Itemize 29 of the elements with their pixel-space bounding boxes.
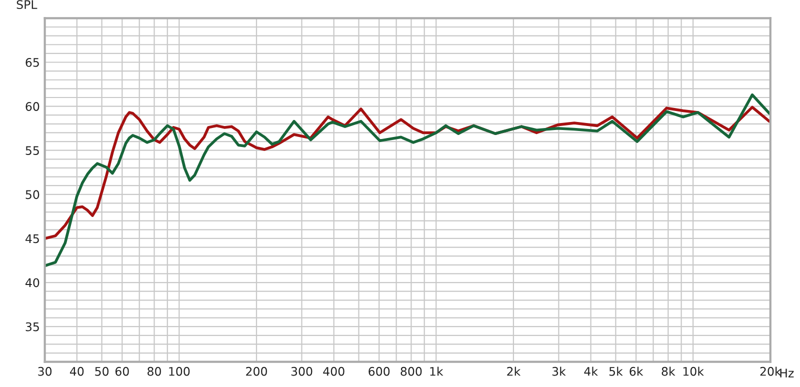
y-tick-label: 45 [25, 234, 39, 244]
x-tick-label: 60 [115, 366, 129, 376]
x-tick-label: 800 [400, 366, 422, 376]
x-tick-label: 8k [662, 366, 676, 376]
y-tick-label: 65 [26, 58, 39, 67]
y-tick-label: 60 [26, 102, 40, 111]
y-tick-label: 35 [26, 322, 39, 332]
x-axis-title: Hz [780, 368, 794, 378]
x-tick-label: 50 [95, 366, 109, 376]
x-tick-label: 30 [38, 366, 52, 376]
x-tick-label: 80 [148, 366, 161, 376]
x-tick-label: 20k [760, 366, 782, 376]
x-tick-label: 10k [683, 366, 704, 376]
x-tick-label: 4k [584, 366, 598, 376]
x-tick-label: 3k [552, 366, 566, 376]
x-tick-label: 400 [323, 366, 344, 376]
x-tick-label: 300 [291, 366, 312, 376]
x-tick-label: 200 [246, 366, 267, 376]
y-tick-label: 55 [26, 146, 39, 156]
x-tick-label: 40 [70, 366, 84, 376]
y-axis-title: SPL [16, 0, 38, 10]
x-tick-label: 1k [430, 366, 444, 376]
y-tick-label: 50 [26, 190, 40, 200]
x-tick-label: 600 [368, 366, 390, 376]
x-tick-label: 6k [630, 366, 644, 376]
y-tick-label: 40 [25, 278, 40, 288]
x-tick-label: 5k [609, 366, 623, 376]
x-tick-label: 2k [507, 366, 521, 376]
x-tick-label: 100 [169, 366, 190, 376]
